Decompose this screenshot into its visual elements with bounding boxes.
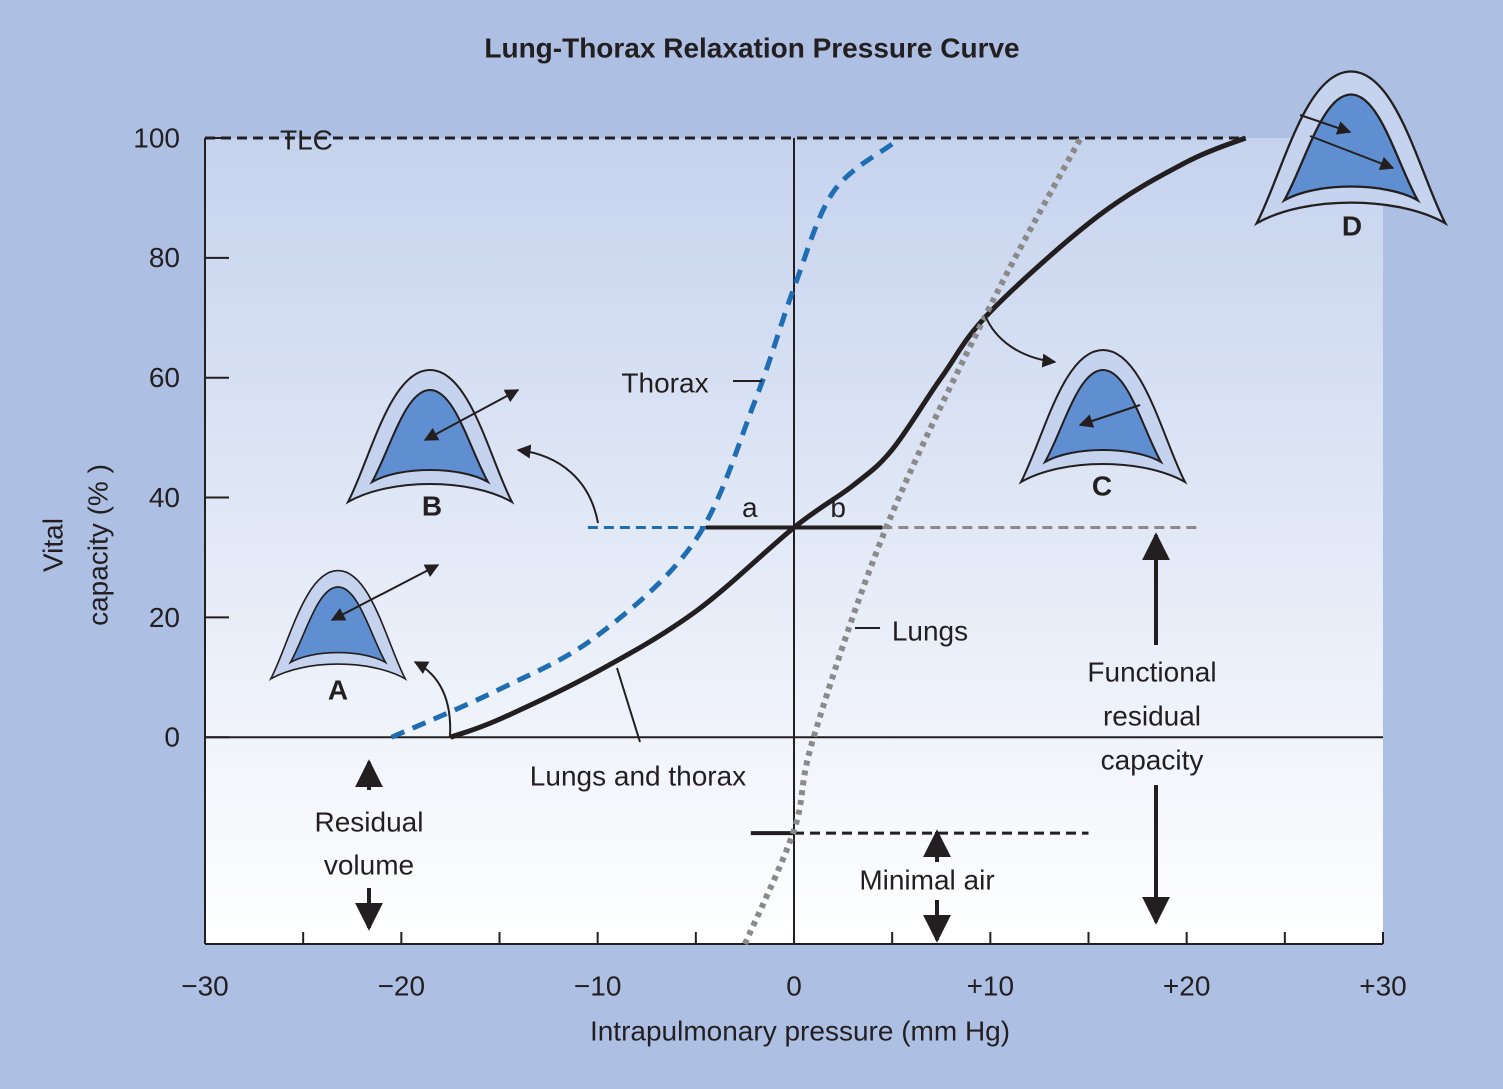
y-axis-label: capacity (% ) (82, 464, 113, 626)
annotation: residual (1103, 700, 1201, 731)
series-line (742, 136, 1084, 946)
series-label: Lungs (892, 615, 968, 646)
series-label: Thorax (621, 367, 708, 398)
y-tick-label: 0 (164, 722, 180, 753)
y-tick-label: 80 (149, 242, 180, 273)
plot (204, 135, 1384, 946)
x-tick-label: +10 (967, 970, 1015, 1001)
state-label: C (1092, 470, 1112, 501)
annotation: Functional (1087, 656, 1216, 687)
series-line (390, 141, 894, 740)
segment-label: a (742, 492, 758, 523)
x-tick-label: −30 (181, 970, 229, 1001)
annotation: volume (324, 849, 414, 880)
annotation: capacity (1101, 744, 1204, 775)
x-tick-label: −10 (574, 970, 622, 1001)
chart-title: Lung-Thorax Relaxation Pressure Curve (484, 32, 1019, 63)
y-tick-label: 100 (133, 122, 180, 153)
annotation: Minimal air (859, 864, 994, 895)
series-label: Lungs and thorax (530, 760, 746, 791)
series-line (449, 135, 1247, 740)
annotation: Residual (315, 806, 424, 837)
x-tick-label: −20 (378, 970, 426, 1001)
reference-label: TLC (280, 124, 333, 155)
y-axis-label: Vital (37, 518, 68, 572)
x-tick-label: +30 (1359, 970, 1407, 1001)
arrows (330, 114, 1395, 743)
segment-label: b (830, 492, 846, 523)
x-axis-label: Intrapulmonary pressure (mm Hg) (590, 1015, 1010, 1046)
state-label: B (422, 490, 442, 521)
state-label: D (1342, 210, 1362, 241)
y-tick-label: 40 (149, 482, 180, 513)
range-arrows (355, 532, 1170, 943)
x-tick-label: 0 (786, 970, 802, 1001)
x-tick-label: +20 (1163, 970, 1211, 1001)
y-tick-label: 60 (149, 362, 180, 393)
state-label: A (328, 674, 348, 705)
y-tick-label: 20 (149, 602, 180, 633)
